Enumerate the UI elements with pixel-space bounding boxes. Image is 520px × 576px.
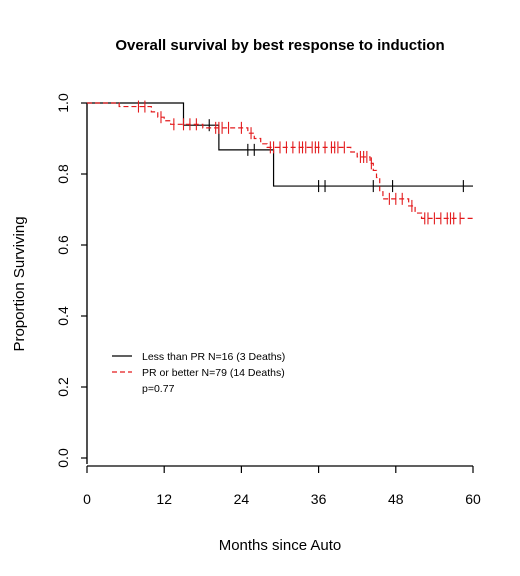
series-less-than-pr — [87, 102, 473, 193]
x-tick-label: 24 — [234, 491, 250, 507]
y-tick-label: 0.4 — [55, 306, 71, 326]
y-tick-label: 0.8 — [55, 164, 71, 184]
y-tick-label: 1.0 — [55, 93, 71, 113]
x-tick-label: 0 — [83, 491, 91, 507]
x-tick-label: 36 — [311, 491, 327, 507]
chart-title: Overall survival by best response to ind… — [115, 37, 444, 54]
x-tick-label: 48 — [388, 491, 404, 507]
legend-label-less-than-pr: Less than PR N=16 (3 Deaths) — [142, 351, 285, 363]
y-axis: 0.0 0.2 0.4 0.6 0.8 1.0 — [55, 93, 87, 468]
series-pr-or-better — [87, 100, 473, 225]
y-tick-label: 0.6 — [55, 235, 71, 255]
p-value-annotation: p=0.77 — [142, 383, 175, 395]
x-axis: 0 12 24 36 48 60 — [83, 466, 481, 507]
plot-series — [87, 100, 473, 225]
y-tick-label: 0.2 — [55, 377, 71, 397]
x-tick-label: 12 — [156, 491, 172, 507]
x-axis-label: Months since Auto — [219, 537, 342, 554]
survival-curve — [87, 102, 473, 187]
x-tick-label: 60 — [465, 491, 481, 507]
survival-curve — [87, 102, 473, 219]
legend: Less than PR N=16 (3 Deaths) PR or bette… — [112, 351, 285, 395]
legend-label-pr-or-better: PR or better N=79 (14 Deaths) — [142, 367, 285, 379]
y-axis-label: Proportion Surviving — [11, 216, 28, 351]
y-tick-label: 0.0 — [55, 448, 71, 468]
